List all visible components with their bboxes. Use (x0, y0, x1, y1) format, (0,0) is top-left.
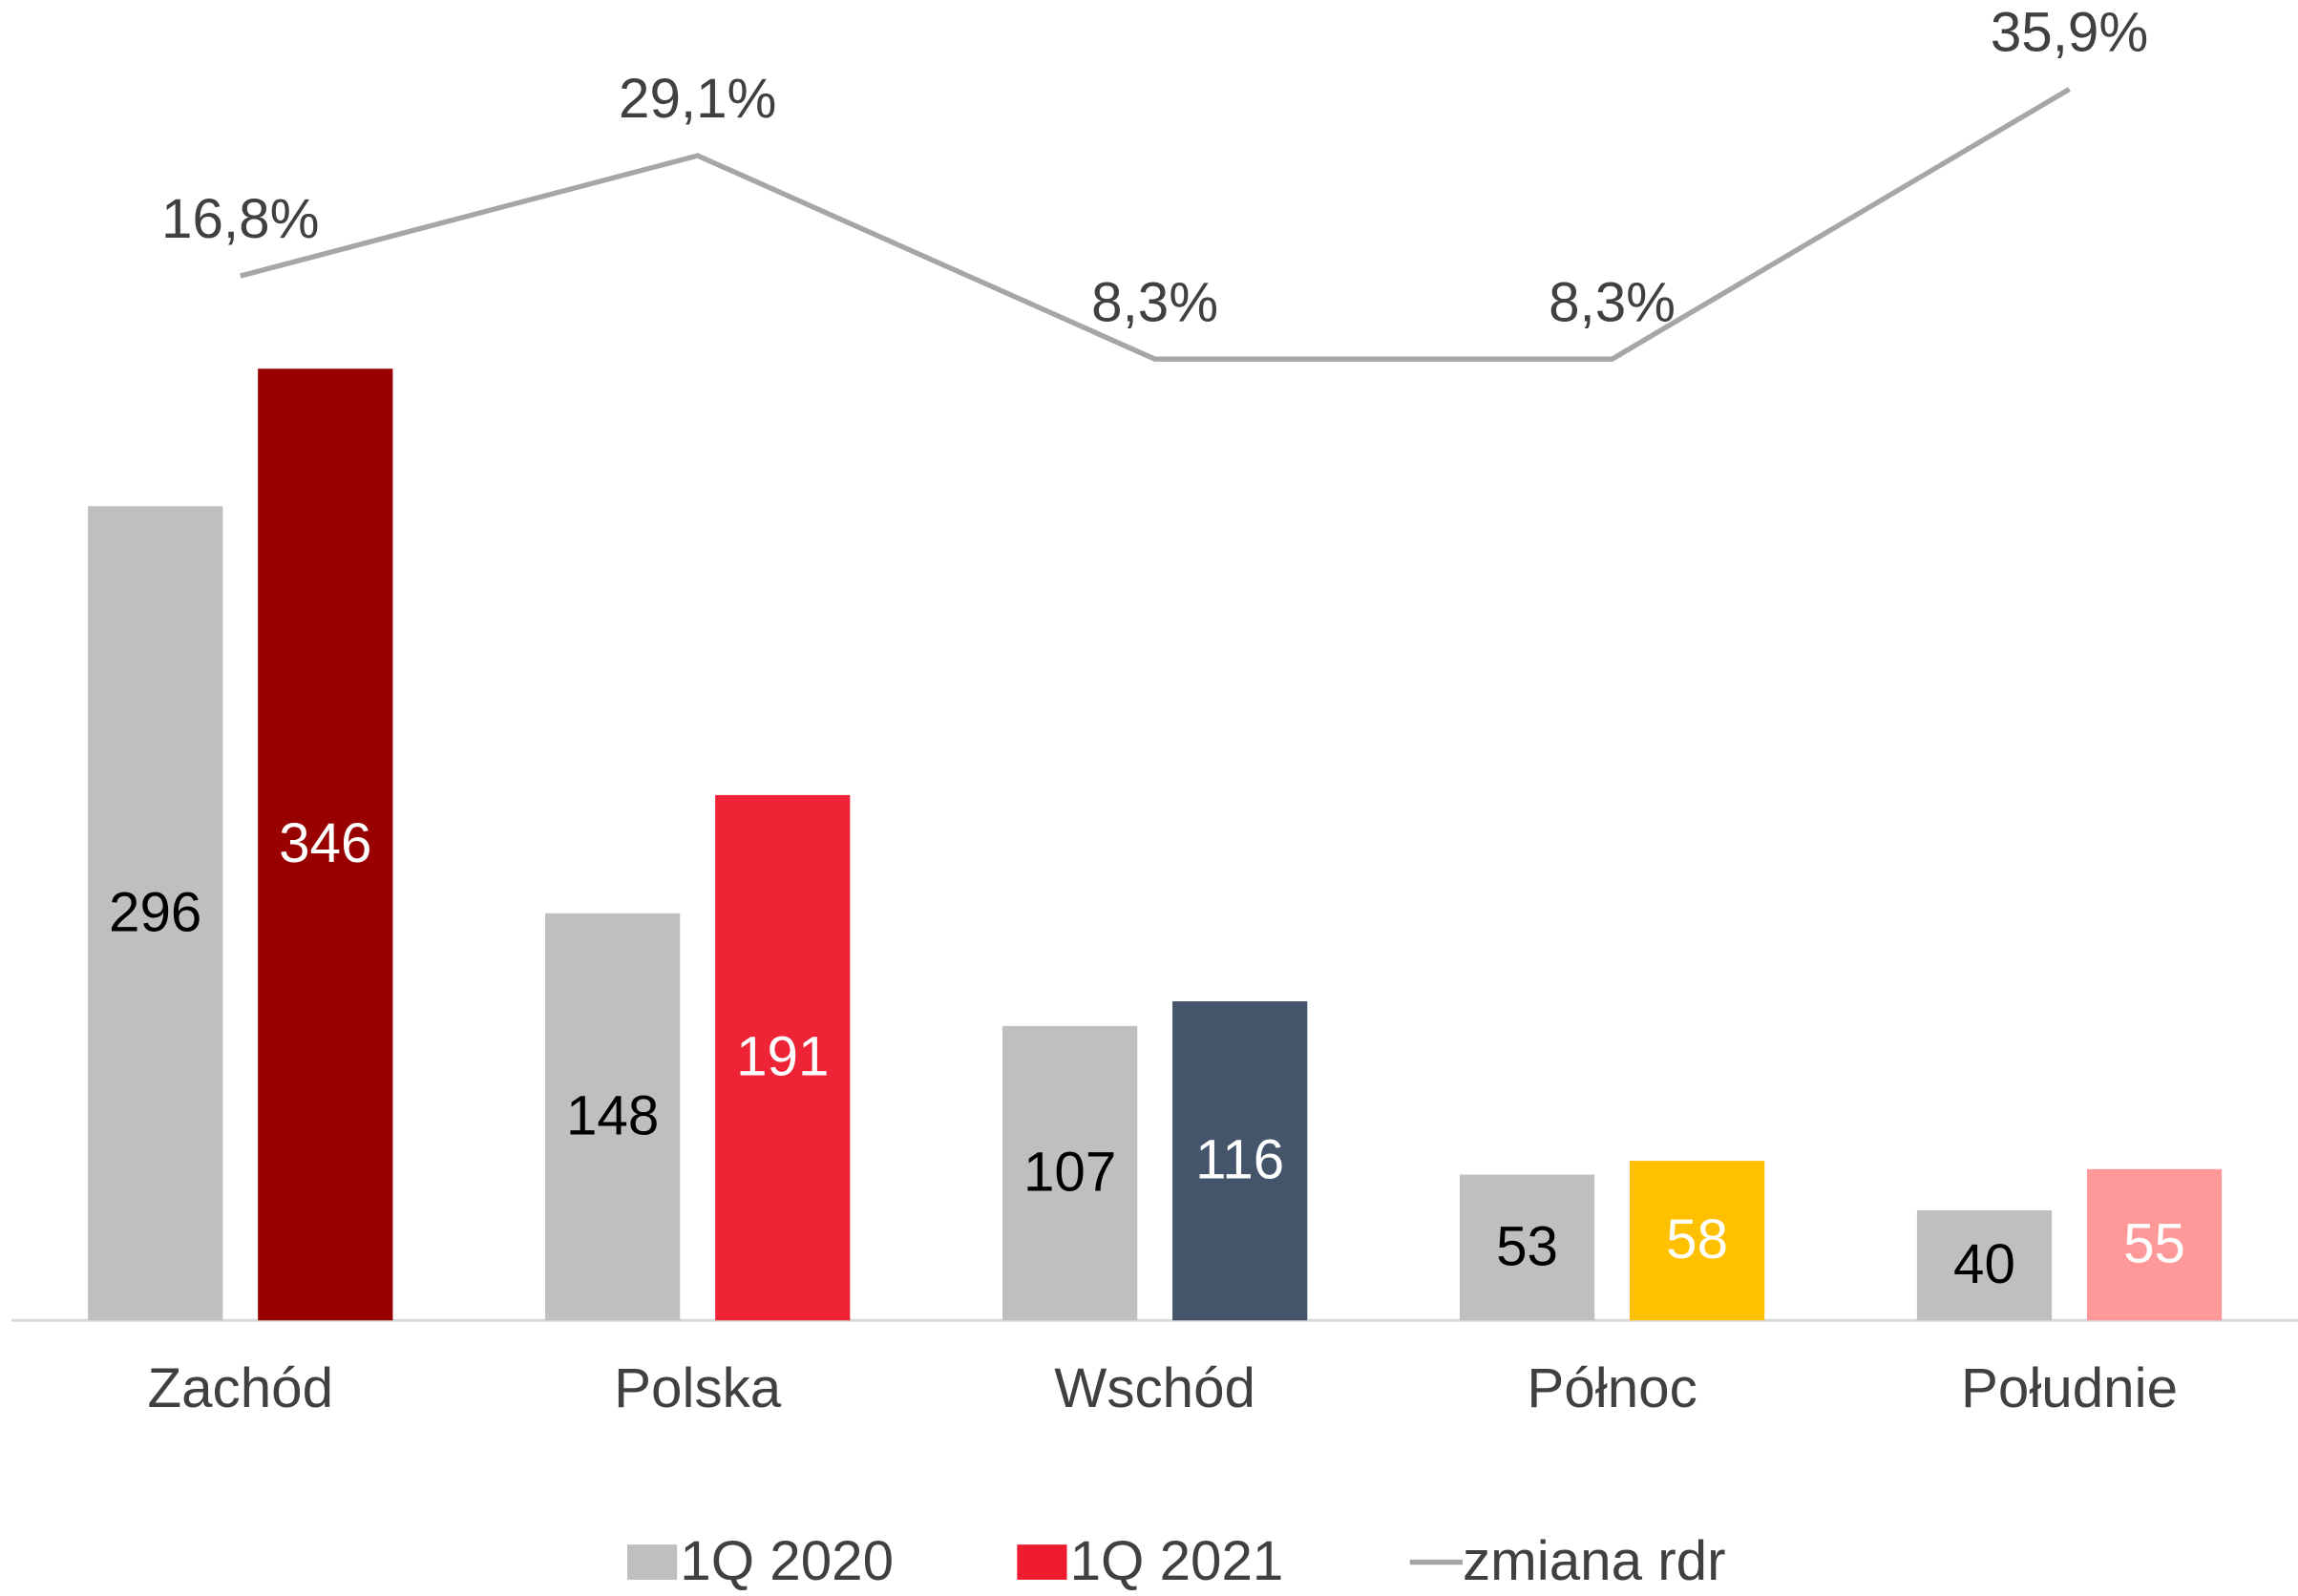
legend-label: zmiana rdr (1463, 1530, 1726, 1592)
data-label: 29,1% (619, 68, 776, 130)
x-tick-label: Północ (1527, 1357, 1697, 1419)
data-label: 116 (1195, 1129, 1284, 1191)
bar (1172, 1001, 1308, 1321)
bar (1001, 1025, 1138, 1321)
bar (88, 506, 223, 1321)
data-label: 58 (1666, 1208, 1728, 1270)
data-label: 148 (566, 1085, 659, 1147)
data-label: 55 (2123, 1212, 2185, 1274)
legend-swatch (627, 1544, 678, 1580)
data-label: 40 (1953, 1233, 2015, 1295)
bar (545, 913, 681, 1321)
bar (1916, 1209, 2053, 1321)
data-label: 346 (279, 812, 371, 874)
bar (2086, 1168, 2223, 1321)
legend-label: 1Q 2021 (1070, 1530, 1284, 1592)
data-label: 16,8% (161, 188, 319, 250)
legend-swatch (1017, 1544, 1067, 1580)
x-tick-label: Polska (614, 1357, 782, 1419)
data-label: 8,3% (1549, 271, 1676, 333)
data-label: 8,3% (1091, 271, 1218, 333)
data-label: 107 (1023, 1142, 1116, 1204)
data-label: 35,9% (1991, 2, 2148, 64)
line (240, 87, 2071, 362)
bar (1459, 1174, 1595, 1321)
legend-label: 1Q 2020 (680, 1530, 894, 1592)
data-label: 53 (1496, 1215, 1558, 1277)
x-tick-label: Południe (1961, 1357, 2178, 1419)
bar (1630, 1161, 1765, 1321)
data-label: 191 (736, 1026, 829, 1088)
x-tick-label: Wschód (1054, 1357, 1255, 1419)
bar (258, 368, 393, 1321)
bar (715, 794, 851, 1321)
x-tick-label: Zachód (147, 1357, 333, 1419)
data-label: 296 (109, 881, 201, 943)
